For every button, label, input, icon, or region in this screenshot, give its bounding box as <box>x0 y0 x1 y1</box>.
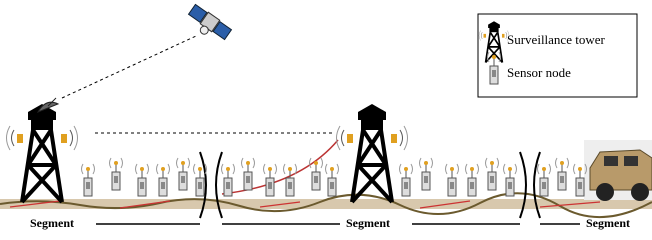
signal-arc <box>12 130 15 146</box>
sensor-screen <box>268 182 272 189</box>
signal-arc <box>337 126 341 150</box>
sensor-screen <box>181 176 185 183</box>
sensor-tip <box>490 161 494 165</box>
vehicle <box>584 140 652 201</box>
signal-arc <box>70 130 73 146</box>
sensor-screen <box>470 182 474 189</box>
legend-label: Surveillance tower <box>507 32 605 47</box>
sensor-tip <box>560 161 564 165</box>
sensor-screen <box>508 182 512 189</box>
sensor-tip <box>246 161 250 165</box>
sensor-tip <box>492 55 496 59</box>
sensor-link <box>222 140 338 194</box>
satellite-link <box>62 36 196 98</box>
sensor-screen <box>330 182 334 189</box>
sensor-tip <box>268 167 272 171</box>
sensor-tip <box>314 161 318 165</box>
sensor-tip <box>542 167 546 171</box>
tower-frame <box>352 130 392 202</box>
signal-arc <box>7 126 11 150</box>
tower-light <box>347 134 353 143</box>
surveillance-tower <box>337 104 408 202</box>
sensor-screen <box>560 176 564 183</box>
sensor-screen <box>492 70 496 77</box>
sensor-screen <box>314 176 318 183</box>
page: Surveillance tower Sensor node Segment S… <box>0 0 652 240</box>
segment-label: Segment <box>30 216 74 230</box>
signal-arc <box>400 130 403 146</box>
satellite <box>184 4 232 46</box>
tower-light <box>17 134 23 143</box>
sensor-screen <box>578 182 582 189</box>
sensor-tip <box>288 167 292 171</box>
sensor-screen <box>246 176 250 183</box>
signal-arc <box>342 130 345 146</box>
segment-label: Segment <box>586 216 630 230</box>
signal-arc <box>404 126 408 150</box>
sensor-tip <box>404 167 408 171</box>
sensor-tip <box>508 167 512 171</box>
sensor-screen <box>226 182 230 189</box>
surveillance-tower <box>7 104 78 202</box>
sensor-screen <box>404 182 408 189</box>
sensor-tip <box>470 167 474 171</box>
segment-label: Segment <box>346 216 390 230</box>
sensor-screen <box>288 182 292 189</box>
tower-light <box>61 134 67 143</box>
sensor-tip <box>330 167 334 171</box>
sensor-tip <box>181 161 185 165</box>
tower-light <box>391 134 397 143</box>
sensor-tip <box>114 161 118 165</box>
tower-cabin <box>31 120 53 130</box>
sensor-screen <box>161 182 165 189</box>
tower-frame <box>22 130 62 202</box>
tower-cabin <box>489 28 498 32</box>
sensor-screen <box>86 182 90 189</box>
sensor-tip <box>140 167 144 171</box>
sensor-screen <box>424 176 428 183</box>
sensor-tip <box>161 167 165 171</box>
tower-cabin <box>361 120 383 130</box>
sensor-screen <box>140 182 144 189</box>
tower-light <box>502 34 505 38</box>
sensor-screen <box>198 182 202 189</box>
sensor-screen <box>114 176 118 183</box>
sensor-screen <box>450 182 454 189</box>
sensor-tip <box>450 167 454 171</box>
sensor-screen <box>490 176 494 183</box>
sensor-tip <box>226 167 230 171</box>
tower-cap <box>358 104 386 120</box>
sensor-tip <box>424 161 428 165</box>
diagram: Surveillance tower Sensor node Segment S… <box>0 0 652 240</box>
sensor-screen <box>542 182 546 189</box>
sensor-tip <box>86 167 90 171</box>
tower-light <box>484 34 487 38</box>
sensor-tip <box>198 167 202 171</box>
legend-label: Sensor node <box>507 65 571 80</box>
sensor-tip <box>578 167 582 171</box>
signal-arc <box>74 126 78 150</box>
